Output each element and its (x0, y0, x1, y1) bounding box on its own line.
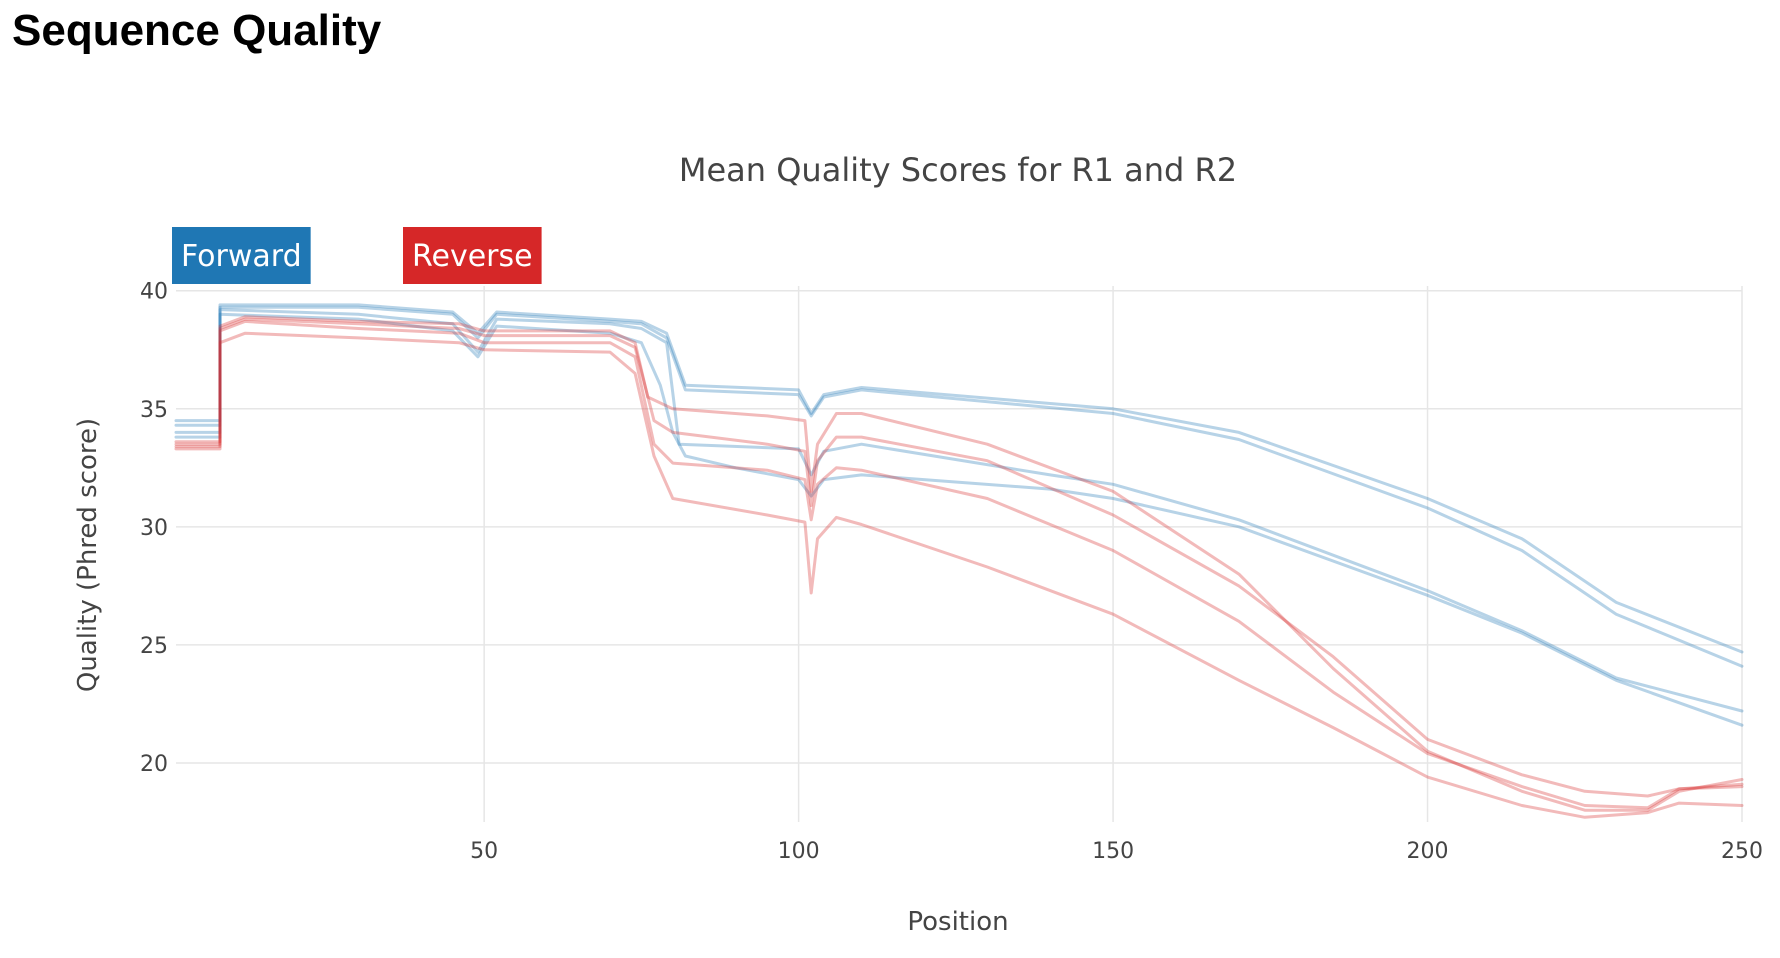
y-axis-title: Quality (Phred score) (73, 418, 103, 692)
forward-series-line-3[interactable] (174, 308, 1744, 713)
y-tick-label: 20 (140, 752, 168, 777)
reverse-series-line-8[interactable] (174, 331, 1744, 819)
x-tick-label: 100 (778, 839, 820, 864)
legend-item-forward[interactable]: Forward (172, 227, 311, 284)
x-tick-label: 150 (1092, 839, 1134, 864)
page-title: Sequence Quality (12, 6, 382, 55)
x-tick-label: 200 (1407, 839, 1449, 864)
chart-legend[interactable]: Forward Reverse (172, 227, 542, 284)
chart-series (174, 303, 1744, 819)
y-axis-ticks: 20 25 30 35 40 (140, 280, 168, 777)
y-tick-label: 35 (140, 398, 168, 423)
reverse-series-line-5[interactable] (174, 315, 1744, 812)
legend-label: Reverse (412, 239, 533, 274)
legend-label: Forward (181, 239, 302, 274)
x-axis-title: Position (907, 907, 1008, 937)
y-tick-label: 40 (140, 280, 168, 305)
chart-gridlines (176, 286, 1743, 822)
x-axis-ticks: 50 100 150 200 250 (470, 839, 1763, 864)
reverse-series-line-7[interactable] (174, 319, 1744, 810)
reverse-series-line-6[interactable] (174, 317, 1744, 798)
y-tick-label: 25 (140, 634, 168, 659)
forward-series-line-1[interactable] (174, 303, 1744, 654)
forward-series-line-2[interactable] (174, 305, 1744, 668)
chart-title: Mean Quality Scores for R1 and R2 (679, 151, 1237, 189)
x-tick-label: 50 (470, 839, 498, 864)
legend-swatch (403, 227, 542, 284)
forward-series-line-4[interactable] (174, 312, 1744, 727)
y-tick-label: 30 (140, 516, 168, 541)
x-tick-label: 250 (1721, 839, 1763, 864)
legend-swatch (172, 227, 311, 284)
legend-item-reverse[interactable]: Reverse (403, 227, 542, 284)
